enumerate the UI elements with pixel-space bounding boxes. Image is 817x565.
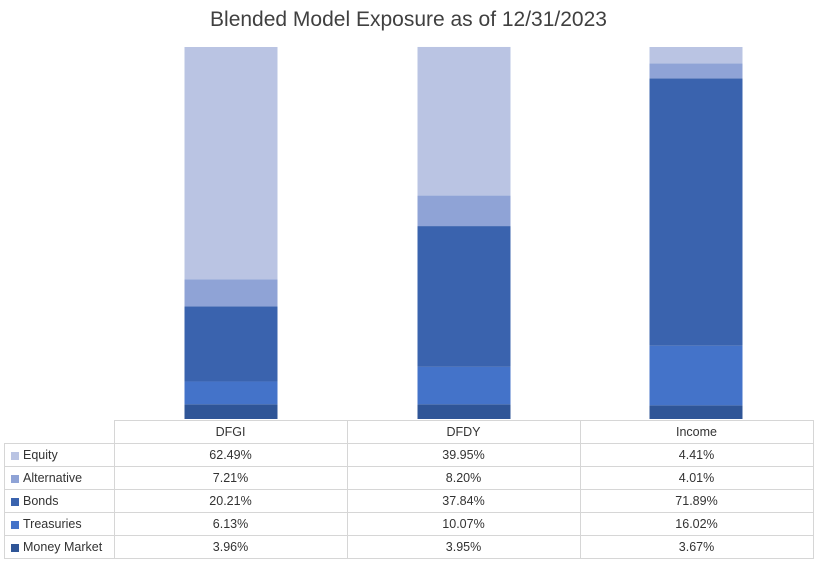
bar-dfdy-equity: [417, 46, 511, 196]
legend-entry-bonds: Bonds: [4, 489, 115, 513]
table-row: Bonds 20.21% 37.84% 71.89%: [4, 489, 814, 513]
bar-dfdy-bonds: [417, 226, 511, 367]
data-label-bonds-dfgi: 20.21%: [113, 489, 348, 513]
category-label-dfgi: DFGI: [113, 420, 348, 444]
table-corner: [4, 420, 115, 444]
legend-label-equity: Equity: [23, 448, 58, 462]
data-label-bonds-income: 71.89%: [579, 489, 814, 513]
legend-entry-treasuries: Treasuries: [4, 512, 115, 536]
data-label-treasuries-dfdy: 10.07%: [346, 512, 581, 536]
legend-label-treasuries: Treasuries: [23, 517, 82, 531]
data-table: DFGI DFDY Income Equity 62.49% 39.95% 4.41% Alt…: [4, 420, 814, 559]
bar-dfgi-treasuries: [184, 381, 278, 405]
data-label-bonds-dfdy: 37.84%: [346, 489, 581, 513]
legend-label-money-market: Money Market: [23, 540, 103, 554]
bar-income-equity: [649, 47, 743, 64]
chart-title: Blended Model Exposure as of 12/31/2023: [210, 8, 607, 31]
bar-dfdy-alternative: [417, 195, 511, 227]
table-row: Treasuries 6.13% 10.07% 16.02%: [4, 512, 814, 536]
legend-swatch-equity: [11, 451, 19, 460]
data-label-alternative-dfgi: 7.21%: [113, 466, 348, 490]
legend-swatch-alternative: [11, 474, 19, 483]
legend-entry-equity: Equity: [4, 443, 115, 467]
data-label-treasuries-dfgi: 6.13%: [113, 512, 348, 536]
data-label-money-market-dfgi: 3.96%: [113, 535, 348, 559]
data-label-alternative-income: 4.01%: [579, 466, 814, 490]
data-label-money-market-income: 3.67%: [579, 535, 814, 559]
table-header-row: DFGI DFDY Income: [4, 420, 814, 444]
bar-income-treasuries: [649, 345, 743, 406]
bar-dfdy-money-market: [417, 404, 511, 419]
category-label-dfdy: DFDY: [346, 420, 581, 444]
legend-swatch-bonds: [11, 497, 19, 506]
bar-income-alternative: [649, 63, 743, 79]
table-row: Money Market 3.96% 3.95% 3.67%: [4, 535, 814, 559]
bar-income-money-market: [649, 405, 743, 419]
data-label-alternative-dfdy: 8.20%: [346, 466, 581, 490]
table-row: Equity 62.49% 39.95% 4.41%: [4, 443, 814, 467]
legend-label-bonds: Bonds: [23, 494, 59, 508]
legend-label-alternative: Alternative: [23, 471, 83, 485]
legend-entry-money-market: Money Market: [4, 535, 115, 559]
data-label-treasuries-income: 16.02%: [579, 512, 814, 536]
table-row: Alternative 7.21% 8.20% 4.01%: [4, 466, 814, 490]
legend-swatch-money-market: [11, 543, 19, 552]
legend-entry-alternative: Alternative: [4, 466, 115, 490]
data-label-money-market-dfdy: 3.95%: [346, 535, 581, 559]
data-label-equity-income: 4.41%: [579, 443, 814, 467]
data-label-equity-dfdy: 39.95%: [346, 443, 581, 467]
bar-dfgi-bonds: [184, 306, 278, 382]
bar-dfgi-alternative: [184, 279, 278, 307]
data-label-equity-dfgi: 62.49%: [113, 443, 348, 467]
legend-swatch-treasuries: [11, 520, 19, 529]
bar-dfdy-treasuries: [417, 366, 511, 405]
bar-income-bonds: [649, 78, 743, 346]
bar-dfgi-equity: [184, 47, 278, 280]
category-label-income: Income: [579, 420, 814, 444]
bar-dfgi-money-market: [184, 404, 278, 419]
